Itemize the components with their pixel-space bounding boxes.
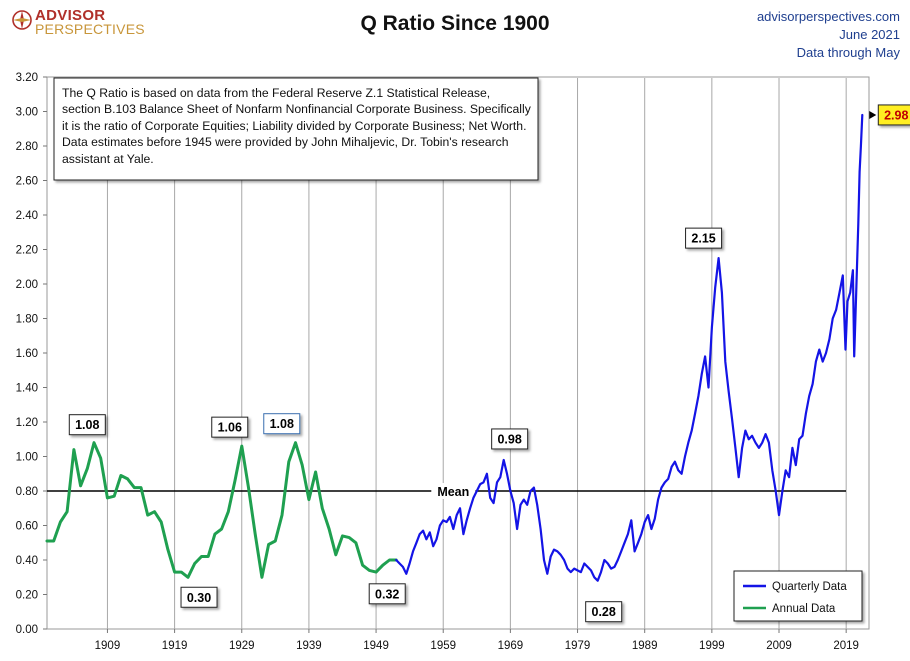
series-line-quarterly (395, 113, 864, 582)
x-tick-label: 1989 (632, 640, 658, 652)
x-tick-label: 2019 (833, 640, 859, 652)
callout-label: 0.30 (187, 591, 211, 605)
legend-box (733, 570, 863, 622)
y-tick-label: 1.20 (16, 417, 38, 429)
y-tick-label: 2.80 (16, 141, 38, 153)
callout-label: 2.98 (884, 108, 908, 122)
source-site[interactable]: advisorperspectives.com (756, 9, 900, 24)
callout-box (180, 586, 218, 608)
x-tick-label: 1949 (363, 640, 389, 652)
x-tick-label: 1979 (565, 640, 591, 652)
y-tick-label: 1.60 (16, 348, 38, 360)
callout-box (685, 227, 723, 249)
callout-label: 2.15 (691, 232, 715, 246)
callout-label: 1.08 (270, 417, 294, 431)
annotation-text: The Q Ratio is based on data from the Fe… (62, 86, 531, 166)
source-date: June 2021 (839, 27, 900, 42)
y-tick-label: 3.20 (16, 72, 38, 84)
y-tick-label: 0.20 (16, 590, 38, 602)
x-tick-label: 1959 (430, 640, 456, 652)
y-tick-label: 1.80 (16, 314, 38, 326)
series-lines (45, 113, 864, 582)
x-tick-label: 1969 (498, 640, 524, 652)
x-tick-label: 1999 (699, 640, 725, 652)
y-tick-label: 2.60 (16, 176, 38, 188)
x-tick-label: 1909 (95, 640, 121, 652)
callout-label: 1.08 (75, 418, 99, 432)
source-note: Data through May (796, 45, 900, 60)
x-tick-label: 1929 (229, 640, 255, 652)
callout-box (68, 414, 106, 436)
legend-label-quarterly: Quarterly Data (772, 581, 847, 593)
legend: Quarterly Data Annual Data (733, 570, 863, 622)
logo-line1: ADVISOR (35, 7, 106, 24)
y-tick-label: 1.00 (16, 452, 38, 464)
logo-compass-icon (12, 10, 32, 30)
callout-arrow (869, 110, 877, 119)
callout-label: 0.28 (592, 605, 616, 619)
y-axis: 0.00 0.20 0.40 0.60 0.80 1.00 1.20 1.40 1.60 1.80… (16, 72, 47, 636)
x-tick-label: 2009 (766, 640, 792, 652)
callout-box (877, 104, 910, 126)
y-tick-label: 0.40 (16, 555, 38, 567)
x-tick-label: 1919 (162, 640, 188, 652)
callout-label: 1.06 (218, 421, 242, 435)
x-tick-label: 1939 (296, 640, 322, 652)
y-tick-label: 0.60 (16, 521, 38, 533)
mean-line-group: Mean (47, 483, 846, 499)
y-tick-label: 0.80 (16, 486, 38, 498)
y-tick-label: 1.40 (16, 383, 38, 395)
y-tick-label: 0.00 (16, 624, 38, 636)
callout-box (211, 416, 249, 438)
logo: ADVISOR PERSPECTIVES (11, 7, 145, 37)
annotation-text-wrap: The Q Ratio is based on data from the Fe… (62, 86, 531, 166)
mean-label: Mean (437, 485, 469, 499)
mean-label-bg (431, 483, 476, 499)
chart-title: Q Ratio Since 1900 (360, 12, 550, 35)
logo-line2: PERSPECTIVES (35, 21, 145, 37)
callout-box (585, 601, 623, 623)
callouts: 1.08 0.30 1.06 1.08 0.32 0.98 0.28 2.15 2.98 (68, 104, 910, 623)
annotation-box (53, 77, 539, 181)
legend-label-annual: Annual Data (772, 603, 836, 615)
series-line-annual (45, 441, 398, 579)
callout-label: 0.32 (375, 587, 399, 601)
source-block: advisorperspectives.com June 2021 Data t… (757, 8, 900, 62)
y-tick-label: 2.40 (16, 210, 38, 222)
callout-box (263, 413, 301, 435)
y-tick-label: 2.00 (16, 279, 38, 291)
callout-box (368, 583, 406, 605)
x-axis: 1909 1919 1929 1939 1949 1959 1969 1979 1989 1999… (95, 629, 859, 652)
y-tick-label: 2.20 (16, 245, 38, 257)
callout-box (491, 428, 529, 450)
callout-label: 0.98 (497, 432, 521, 446)
y-tick-label: 3.00 (16, 107, 38, 119)
